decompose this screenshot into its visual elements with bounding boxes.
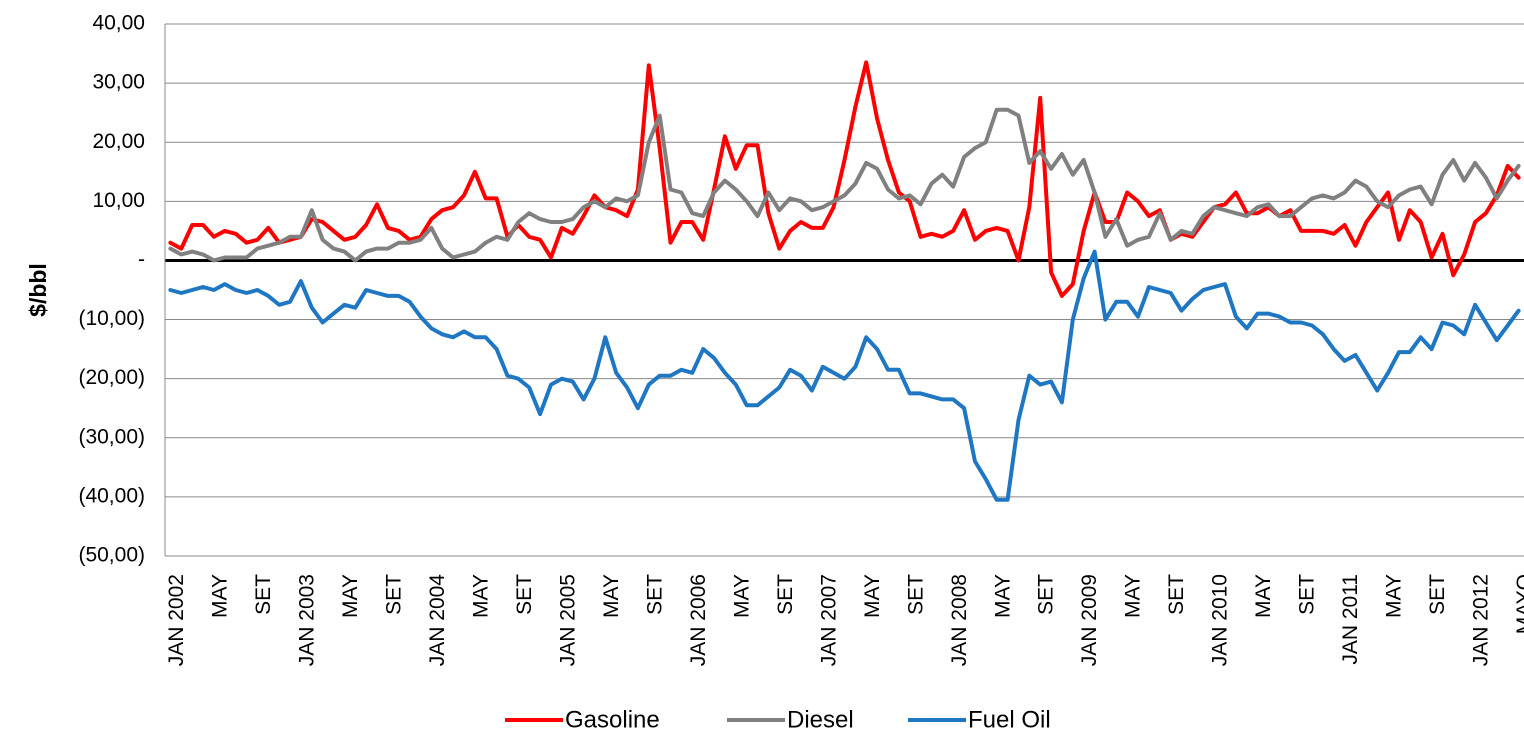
x-tick-label: JAN 2009	[1078, 574, 1101, 666]
y-axis-label: $/bbl	[25, 263, 51, 317]
legend-label: Gasoline	[565, 706, 660, 733]
x-tick-label: JAN 2008	[948, 574, 971, 666]
series-line	[168, 60, 1521, 298]
x-tick-label: JAN 2005	[556, 574, 579, 666]
x-tick-label: MAYO	[1513, 574, 1524, 634]
x-tick-label: MAY	[730, 574, 753, 618]
x-tick-label: MAY	[600, 574, 623, 618]
x-tick-label: JAN 2004	[426, 574, 449, 667]
series-line	[168, 107, 1521, 263]
x-tick-label: JAN 2002	[165, 574, 188, 666]
y-tick-label: (20,00)	[78, 366, 145, 389]
y-tick-label: 10,00	[92, 189, 145, 212]
y-tick-label: (40,00)	[78, 484, 145, 507]
legend-label: Diesel	[787, 706, 854, 733]
y-tick-label: 40,00	[92, 12, 145, 35]
x-tick-label: SET	[252, 574, 275, 615]
x-tick-label: JAN 2010	[1209, 574, 1232, 666]
x-tick-label: MAY	[1383, 574, 1406, 618]
x-tick-label: JAN 2012	[1470, 574, 1493, 666]
legend-label: Fuel Oil	[968, 706, 1051, 733]
x-tick-label: SET	[643, 574, 666, 615]
x-tick-label: MAY	[991, 574, 1014, 618]
y-tick-label: 30,00	[92, 71, 145, 94]
x-tick-label: MAY	[208, 574, 231, 618]
y-tick-label: (10,00)	[78, 307, 145, 330]
x-tick-label: SET	[1296, 574, 1319, 615]
y-tick-label: -	[138, 248, 145, 271]
y-tick-label: (50,00)	[78, 544, 145, 567]
x-tick-label: MAY	[1122, 574, 1145, 618]
x-tick-label: MAY	[339, 574, 362, 618]
x-tick-label: MAY	[861, 574, 884, 618]
y-tick-label: (30,00)	[78, 425, 145, 448]
y-tick-label: 20,00	[92, 130, 145, 153]
x-tick-label: MAY	[1252, 574, 1275, 618]
x-tick-label: JAN 2007	[817, 574, 840, 666]
x-tick-label: SET	[774, 574, 797, 615]
x-tick-label: SET	[513, 574, 536, 615]
x-tick-label: SET	[1165, 574, 1188, 615]
x-tick-label: JAN 2003	[295, 574, 318, 666]
x-tick-label: JAN 2011	[1339, 574, 1362, 665]
x-tick-label: SET	[1035, 574, 1058, 615]
x-tick-label: JAN 2006	[687, 574, 710, 666]
x-tick-label: SET	[904, 574, 927, 615]
x-tick-label: MAY	[469, 574, 492, 618]
x-tick-label: SET	[382, 574, 405, 615]
series-line	[168, 249, 1521, 502]
x-tick-label: SET	[1426, 574, 1449, 615]
